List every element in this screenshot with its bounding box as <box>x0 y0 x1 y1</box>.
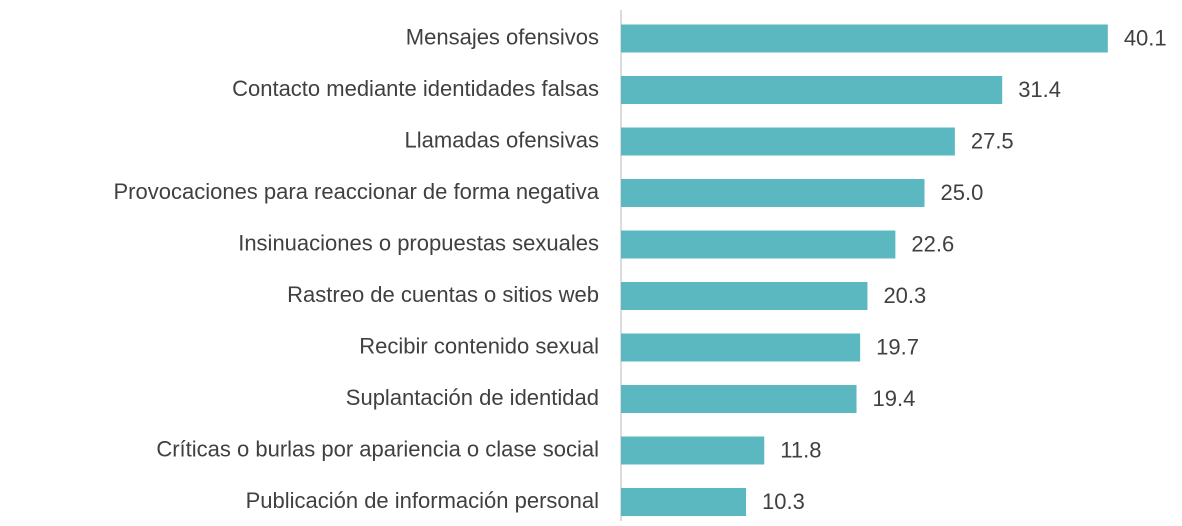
bar <box>621 179 925 207</box>
value-label: 10.3 <box>762 489 805 514</box>
category-label: Insinuaciones o propuestas sexuales <box>238 230 599 255</box>
category-label: Provocaciones para reaccionar de forma n… <box>114 179 600 204</box>
value-label: 19.4 <box>873 386 916 411</box>
bar <box>621 230 896 259</box>
value-label: 19.7 <box>876 334 919 359</box>
category-label: Contacto mediante identidades falsas <box>232 76 599 101</box>
bar <box>621 488 747 516</box>
value-label: 31.4 <box>1018 77 1061 102</box>
value-label: 20.3 <box>883 283 926 308</box>
value-label: 11.8 <box>780 437 821 462</box>
category-label: Críticas o burlas por apariencia o clase… <box>156 436 599 461</box>
bar <box>621 76 1003 104</box>
category-label: Rastreo de cuentas o sitios web <box>287 282 599 307</box>
bar <box>621 282 868 310</box>
value-label: 40.1 <box>1124 25 1167 50</box>
category-label: Llamadas ofensivas <box>405 127 599 152</box>
category-label: Recibir contenido sexual <box>359 333 599 358</box>
bar <box>621 24 1108 53</box>
value-label: 27.5 <box>971 128 1014 153</box>
value-label: 25.0 <box>941 180 984 205</box>
bar <box>621 127 955 156</box>
bar <box>621 436 765 465</box>
category-label: Mensajes ofensivos <box>406 24 599 49</box>
value-label: 22.6 <box>911 231 954 256</box>
category-label: Suplantación de identidad <box>346 385 599 410</box>
category-label: Publicación de información personal <box>246 488 599 513</box>
bar <box>621 333 861 362</box>
bar <box>621 385 857 413</box>
